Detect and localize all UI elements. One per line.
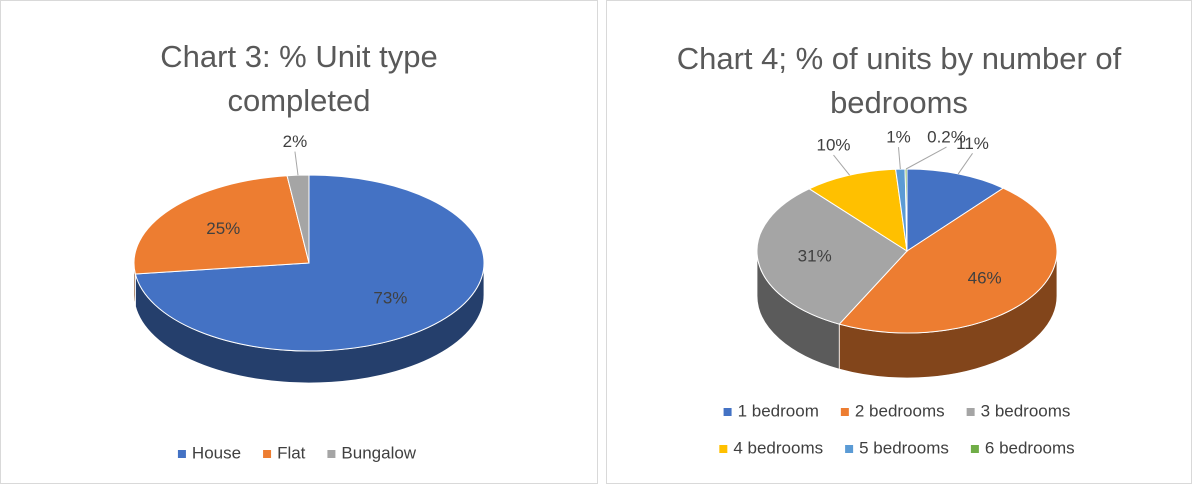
chart-title: Chart 3: % Unit type completed xyxy=(160,39,438,118)
legend-label: 3 bedrooms xyxy=(981,401,1071,420)
pie-slice xyxy=(133,175,310,275)
data-label: 0.2% xyxy=(927,128,966,147)
legend-label: Flat xyxy=(277,443,306,462)
legend-swatch xyxy=(719,445,728,453)
legend-label: 1 bedroom xyxy=(738,401,819,420)
pie-slice xyxy=(808,168,908,253)
data-label: 46% xyxy=(968,268,1002,287)
data-label: 10% xyxy=(817,136,851,155)
legend-swatch xyxy=(970,445,979,453)
legend-swatch xyxy=(327,450,336,458)
legend-swatch xyxy=(177,450,186,458)
data-label: 31% xyxy=(798,247,832,266)
chart-panel: Chart 3: % Unit type completed 73% 25% 2% Ho… xyxy=(0,0,598,484)
data-label: 1% xyxy=(886,128,911,147)
leader-line xyxy=(957,153,973,175)
pie-slice xyxy=(286,174,310,264)
data-label: 2% xyxy=(283,132,308,151)
legend-swatch xyxy=(723,408,732,416)
pie-slice xyxy=(838,187,1058,334)
legend-label: 2 bedrooms xyxy=(855,401,945,420)
leader-line xyxy=(905,146,947,170)
legend-swatch xyxy=(966,408,975,416)
legend-swatch xyxy=(845,445,854,453)
pie-slice xyxy=(906,168,1005,252)
data-label: 73% xyxy=(373,289,407,308)
pie-slice xyxy=(134,174,485,352)
legend-label: 6 bedrooms xyxy=(985,438,1075,457)
pie-chart: 73% 25% 2% House Flat Bungalow xyxy=(133,132,485,462)
legend-swatch xyxy=(263,450,272,458)
leader-line xyxy=(897,147,901,170)
pie-chart: 11% 46% 31% 10% 1% 0.2% 1 bedroom 2 bedrooms 3 b… xyxy=(719,128,1075,457)
data-label: 25% xyxy=(206,219,240,238)
leader-line xyxy=(833,154,850,176)
legend-label: 4 bedrooms xyxy=(733,438,823,457)
legend-label: House xyxy=(192,443,241,462)
leader-line xyxy=(294,151,299,176)
chart-title: Chart 4; % of units by number of bedroom… xyxy=(676,41,1122,120)
legend-swatch xyxy=(840,408,849,416)
legend-label: 5 bedrooms xyxy=(859,438,949,457)
pie-slice xyxy=(756,188,908,325)
data-label: 11% xyxy=(956,134,989,153)
chart-panel: Chart 4; % of units by number of bedroom… xyxy=(606,0,1192,484)
legend-label: Bungalow xyxy=(341,443,416,462)
